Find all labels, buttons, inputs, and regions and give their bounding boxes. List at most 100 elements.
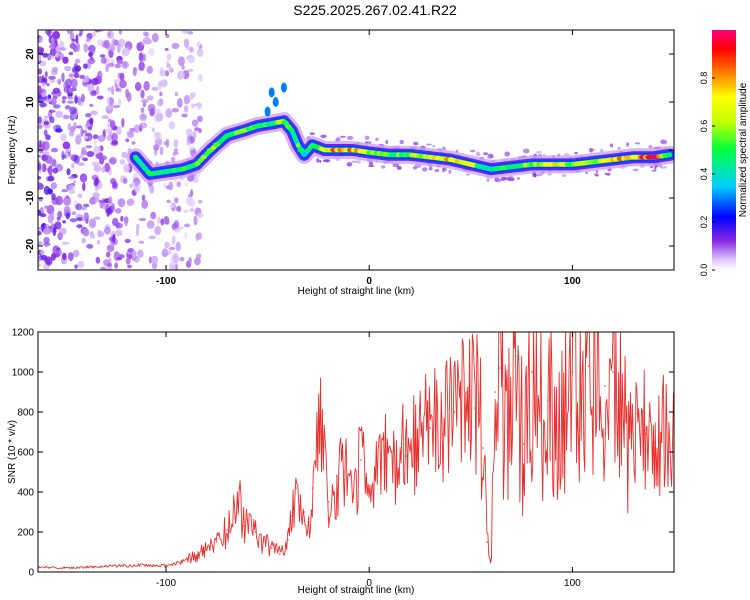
noise-speckle [523, 148, 530, 154]
noise-speckle [121, 47, 130, 57]
snr-data-point [226, 529, 228, 531]
snr-data-point [579, 375, 582, 377]
noise-speckle [168, 247, 176, 250]
snr-data-point [195, 555, 198, 557]
noise-speckle [171, 42, 180, 50]
noise-speckle [38, 46, 44, 56]
colorbar-tick-label: 0.4 [699, 168, 709, 181]
noise-speckle [196, 232, 203, 240]
noise-speckle [188, 198, 196, 208]
noise-speckle [165, 108, 173, 118]
noise-speckle [87, 126, 93, 131]
colorbar-ticks: 0.0 0.2 0.4 0.6 0.8 [699, 72, 715, 276]
noise-speckle [188, 146, 196, 150]
noise-speckle [179, 257, 185, 262]
ridge-point [139, 162, 145, 168]
noise-speckle [138, 61, 145, 71]
noise-speckle [104, 162, 111, 173]
noise-speckle [91, 161, 100, 167]
noise-speckle [164, 70, 170, 77]
noise-speckle [38, 154, 41, 158]
snr-line-layer [38, 332, 674, 570]
noise-speckle [191, 119, 199, 127]
noise-speckle [151, 127, 155, 133]
noise-speckle [136, 251, 144, 255]
noise-speckle [38, 262, 41, 268]
noise-speckle [57, 78, 62, 85]
colorbar-gradient [712, 30, 736, 270]
noise-speckle [96, 239, 101, 245]
noise-speckle [181, 30, 189, 34]
noise-speckle [413, 141, 419, 146]
noise-speckle [98, 199, 106, 203]
ridge-point [218, 139, 223, 144]
noise-speckle [171, 107, 179, 113]
spectrogram-x-axis-label: Height of straight line (km) [298, 286, 415, 297]
noise-speckle [595, 174, 599, 177]
noise-speckle [192, 130, 197, 140]
noise-speckle [171, 235, 176, 245]
noise-speckle [165, 61, 170, 66]
noise-speckle [434, 169, 440, 173]
noise-speckle [117, 72, 122, 79]
noise-speckle [41, 82, 47, 87]
noise-speckle [143, 80, 150, 91]
noise-speckle [177, 98, 183, 108]
noise-speckle [155, 86, 162, 91]
noise-speckle [154, 108, 162, 114]
noise-speckle [43, 185, 51, 195]
snr-x-ticks: -100 0 100 [156, 332, 581, 589]
noise-speckle [58, 52, 65, 60]
noise-speckle [173, 151, 179, 155]
noise-speckle [188, 94, 194, 100]
noise-speckle [146, 220, 155, 229]
noise-speckle [105, 63, 109, 73]
noise-speckle [108, 196, 113, 205]
noise-speckle [126, 198, 135, 206]
noise-speckle [118, 98, 122, 108]
noise-speckle [50, 211, 55, 221]
y-tick-label: 20 [25, 48, 36, 60]
noise-speckle [65, 211, 71, 220]
noise-speckle [81, 93, 85, 103]
noise-speckle [50, 40, 56, 50]
noise-speckle [187, 193, 192, 198]
y-tick-label: 0 [28, 568, 34, 579]
snr-data-point [441, 433, 444, 435]
noise-speckle [44, 97, 52, 103]
ridge-point [213, 142, 221, 147]
noise-speckle [92, 31, 97, 37]
noise-speckle [38, 182, 44, 190]
noise-speckle [79, 30, 84, 36]
noise-speckle [174, 197, 179, 204]
noise-speckle [129, 127, 136, 133]
noise-speckle [68, 51, 74, 56]
noise-speckle [109, 97, 114, 106]
snr-data-point [307, 521, 310, 523]
noise-speckle [535, 173, 543, 177]
noise-speckle [660, 166, 668, 169]
noise-speckle [86, 244, 94, 249]
colorbar-label: Normalized spectral amplitude [738, 82, 749, 217]
noise-speckle [186, 68, 194, 72]
y-tick-label: 1000 [12, 368, 35, 379]
noise-speckle [127, 264, 132, 269]
noise-speckle [69, 184, 75, 192]
noise-speckle [89, 117, 94, 125]
noise-speckle [68, 87, 72, 94]
noise-speckle [364, 135, 370, 140]
noise-speckle [156, 216, 161, 224]
noise-speckle [156, 99, 163, 107]
noise-speckle [123, 163, 131, 173]
noise-speckle [197, 74, 202, 80]
noise-speckle [368, 161, 374, 166]
noise-speckle [166, 53, 172, 61]
noise-speckle [164, 241, 170, 249]
noise-speckle [320, 134, 327, 138]
noise-speckle [171, 156, 176, 163]
ridge-point [422, 154, 428, 159]
noise-speckle [93, 216, 101, 220]
noise-speckle [585, 171, 588, 175]
noise-speckle [197, 199, 203, 204]
noise-speckle [126, 251, 132, 255]
